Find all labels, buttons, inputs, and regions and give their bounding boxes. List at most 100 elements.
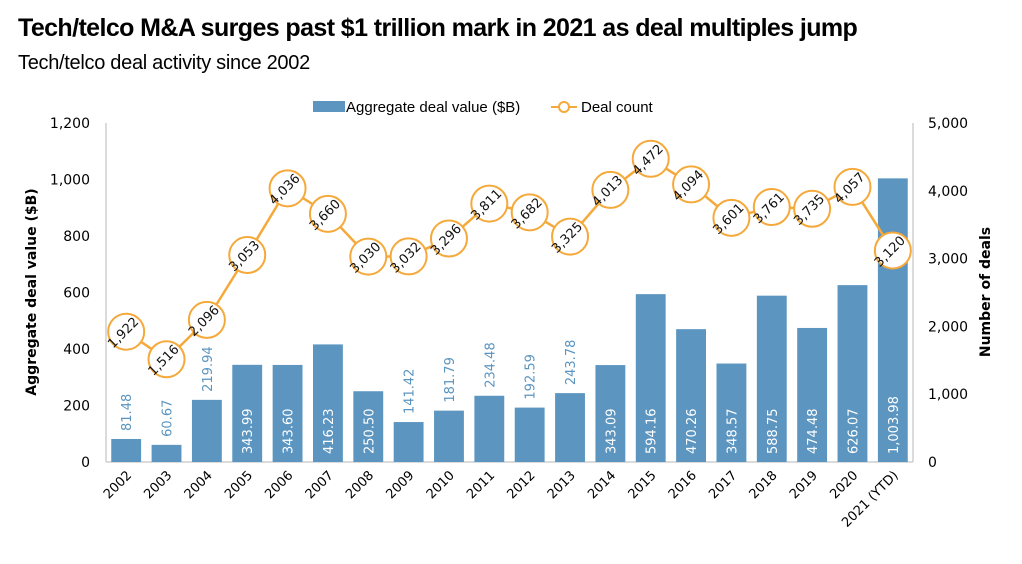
bar [877,178,908,462]
y-tick-labels: 0 200 400 600 800 1,000 1,200 [50,116,90,471]
bar-value-label: 626.07 [846,409,861,455]
x-tick-label: 2017 [706,468,740,502]
deal-count-marker [873,231,912,270]
bar-value-label: 343.99 [241,409,256,455]
chart-subtitle: Tech/telco deal activity since 2002 [18,52,310,74]
bar-value-label: 81.48 [120,394,135,431]
x-tick-label: 2020 [827,468,861,502]
deal-count-marker [389,237,428,276]
deal-count-marker [470,184,509,223]
y2-tick-label: 5,000 [928,116,968,132]
bar-value-label: 470.26 [685,409,700,455]
x-tick-label: 2008 [343,468,377,502]
bar [312,344,343,462]
bars [111,178,908,462]
bar [837,285,868,462]
bar [272,364,303,462]
bar [555,393,585,462]
x-tick-label: 2009 [383,468,417,502]
x-tick-label: 2013 [545,468,579,502]
deal-count-marker [833,167,872,206]
bar-value-label: 588.75 [766,409,781,455]
bar-labels: 81.48 60.67 219.94 343.99 343.60 416.23 250.50… [120,340,902,454]
bar-value-label: 343.60 [282,409,297,455]
deal-count-marker [793,189,832,228]
bar-value-label: 141.42 [403,369,418,415]
x-tick-label: 2016 [666,468,700,502]
y-tick-label: 400 [63,342,90,358]
deal-count-marker [228,236,267,275]
bar [716,363,747,462]
y-axis-title: Aggregate deal value ($B) [24,188,40,395]
x-tick-label: 2019 [787,468,821,502]
bar-value-label: 243.78 [564,340,579,386]
bar-value-label: 219.94 [201,346,216,392]
deal-count-marker [672,165,711,204]
bar [595,365,626,462]
bar [434,410,464,462]
y2-tick-label: 4,000 [928,184,968,200]
bar-value-label: 1,003.98 [887,396,902,454]
bar-value-label: 250.50 [362,409,377,455]
bar [676,329,707,462]
y-tick-label: 1,200 [50,116,90,132]
y2-tick-label: 1,000 [928,387,968,403]
bar [151,444,182,462]
x-tick-label: 2010 [424,468,458,502]
legend-label-bar: Aggregate deal value ($B) [346,99,520,116]
x-tick-label: 2015 [626,468,660,502]
bar [353,391,384,462]
legend: Aggregate deal value ($B) Deal count [313,99,654,116]
bar-value-label: 594.16 [645,409,660,455]
bar-value-label: 234.48 [483,342,498,388]
bar-value-label: 192.59 [524,354,539,400]
bar-value-label: 343.09 [604,409,619,455]
y-tick-label: 0 [81,455,90,471]
bar [797,327,828,462]
x-tick-label: 2003 [141,468,175,502]
deal-count-marker [510,193,549,232]
bar [514,407,545,462]
x-tick-label: 2006 [262,468,296,502]
x-tick-label: 2007 [303,468,337,502]
deal-count-marker [429,219,468,258]
bar [111,438,142,462]
x-tick-labels: 2002 2003 2004 2005 2006 2007 2008 2009 2010 2011… [101,468,902,530]
deal-count-marker [268,169,307,208]
bar [756,295,787,462]
y2-tick-label: 3,000 [928,252,968,268]
x-tick-label: 2004 [182,468,216,502]
deal-count-marker [631,139,670,178]
bar-value-label: 181.79 [443,357,458,403]
y-tick-label: 600 [63,286,90,302]
x-tick-label: 2005 [222,468,256,502]
x-tick-label: 2002 [101,468,135,502]
bar [474,395,505,462]
deal-count-marker [107,312,146,351]
y-tick-label: 800 [63,229,90,245]
deal-count-marker [147,340,186,379]
y2-tick-labels: 0 1,000 2,000 3,000 4,000 5,000 [928,116,968,471]
bar [393,422,424,462]
deal-count-marker [712,198,751,237]
bar-value-label: 416.23 [322,409,337,455]
legend-swatch-bar [313,101,345,112]
y2-tick-label: 0 [928,455,937,471]
deal-count-marker [187,300,226,339]
deal-count-marker [752,188,791,227]
bar [635,294,666,462]
bar [191,399,222,462]
y2-tick-label: 2,000 [928,319,968,335]
x-tick-label: 2012 [504,468,538,502]
bar-value-label: 474.48 [806,409,821,455]
deal-count-marker [551,217,590,256]
y-tick-label: 1,000 [50,173,90,189]
y2-axis-title: Number of deals [978,227,994,357]
x-tick-label: 2011 [464,468,498,502]
legend-label-line: Deal count [581,99,654,116]
deal-count-marker [308,194,347,233]
chart-title: Tech/telco M&A surges past $1 trillion m… [18,14,858,42]
legend-swatch-marker [558,101,570,113]
